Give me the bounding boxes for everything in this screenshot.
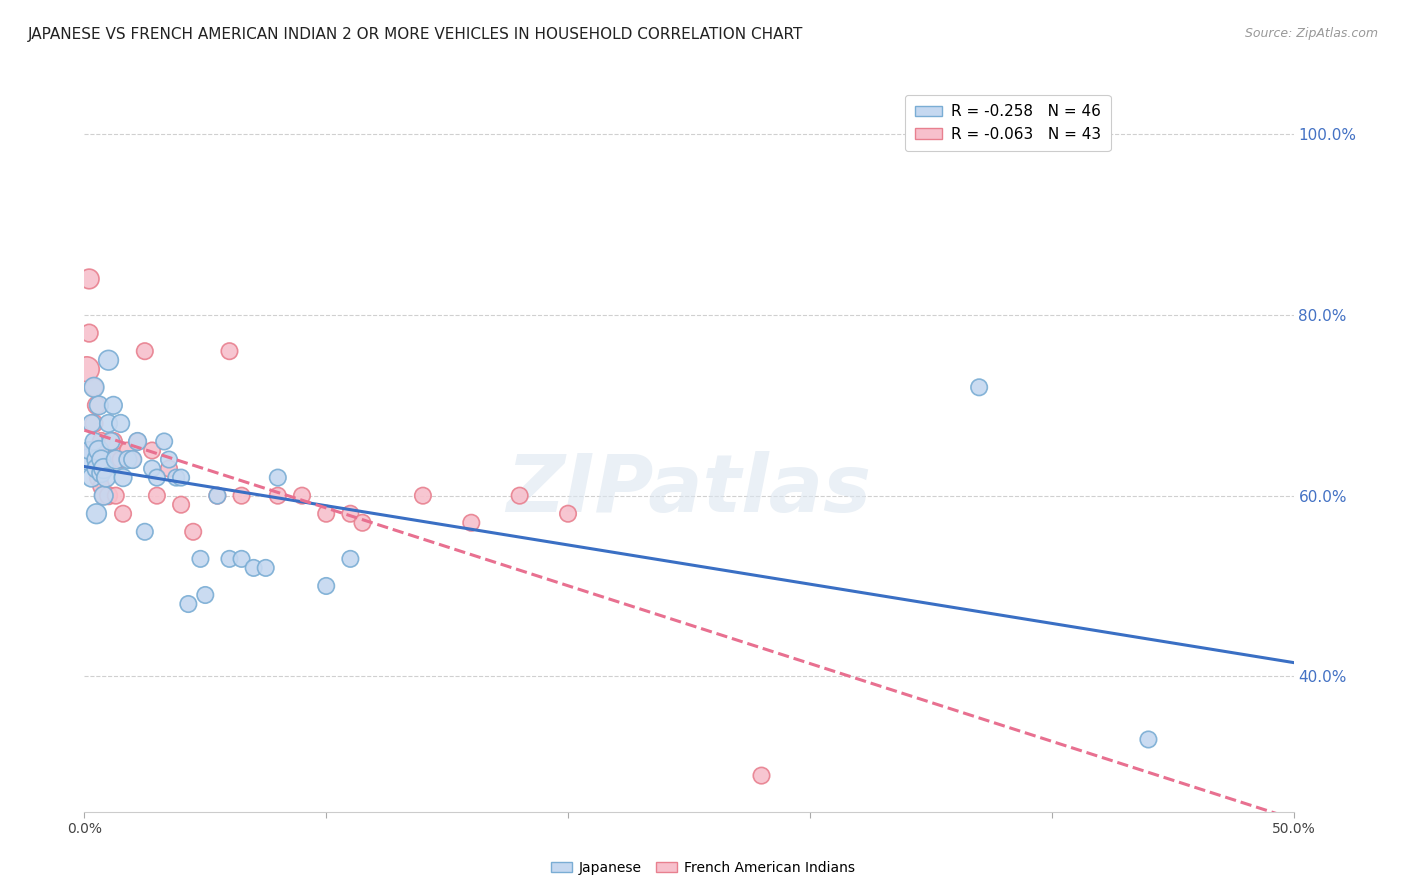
Point [146, 470, 169, 484]
Point [146, 489, 169, 503]
Point [181, 524, 204, 539]
Point [110, 417, 132, 431]
Point [557, 507, 579, 521]
Point [104, 489, 127, 503]
Point [90, 466, 112, 480]
Point [86, 398, 108, 412]
Point [86, 452, 108, 467]
Point [100, 434, 122, 449]
Point [194, 588, 217, 602]
Point [83, 380, 105, 394]
Text: JAPANESE VS FRENCH AMERICAN INDIAN 2 OR MORE VEHICLES IN HOUSEHOLD CORRELATION C: JAPANESE VS FRENCH AMERICAN INDIAN 2 OR … [28, 27, 803, 42]
Text: ZIPatlas: ZIPatlas [506, 450, 872, 529]
Point [157, 461, 180, 475]
Point [157, 452, 180, 467]
Point [112, 470, 135, 484]
Point [117, 452, 139, 467]
Point [90, 434, 112, 449]
Point [110, 452, 132, 467]
Point [1137, 732, 1160, 747]
Point [77, 443, 100, 458]
Point [751, 769, 773, 783]
Point [207, 489, 229, 503]
Point [94, 452, 117, 467]
Point [93, 452, 115, 467]
Point [218, 344, 240, 359]
Point [267, 489, 290, 503]
Point [121, 452, 143, 467]
Point [218, 552, 240, 566]
Point [141, 443, 163, 458]
Point [165, 470, 187, 484]
Point [170, 470, 193, 484]
Point [80, 417, 103, 431]
Point [76, 452, 98, 467]
Point [134, 524, 156, 539]
Point [83, 380, 105, 394]
Point [231, 489, 253, 503]
Point [87, 443, 110, 458]
Point [315, 579, 337, 593]
Point [153, 434, 176, 449]
Point [127, 434, 149, 449]
Point [315, 507, 337, 521]
Point [134, 344, 156, 359]
Point [207, 489, 229, 503]
Point [339, 552, 361, 566]
Point [103, 398, 125, 412]
Point [231, 552, 253, 566]
Point [80, 443, 103, 458]
Point [93, 461, 115, 475]
Legend: Japanese, French American Indians: Japanese, French American Indians [546, 855, 860, 880]
Legend: R = -0.258   N = 46, R = -0.063   N = 43: R = -0.258 N = 46, R = -0.063 N = 43 [905, 95, 1111, 152]
Point [83, 417, 105, 431]
Point [80, 470, 103, 484]
Point [112, 507, 135, 521]
Point [170, 498, 193, 512]
Point [339, 507, 361, 521]
Point [76, 362, 98, 376]
Point [90, 452, 112, 467]
Point [97, 489, 120, 503]
Point [509, 489, 531, 503]
Point [103, 434, 125, 449]
Point [90, 480, 112, 494]
Point [460, 516, 482, 530]
Point [127, 434, 149, 449]
Point [412, 489, 434, 503]
Point [177, 597, 200, 611]
Point [267, 470, 290, 484]
Point [94, 470, 117, 484]
Point [190, 552, 212, 566]
Point [291, 489, 314, 503]
Point [141, 461, 163, 475]
Point [93, 489, 115, 503]
Point [86, 507, 108, 521]
Point [87, 452, 110, 467]
Point [87, 398, 110, 412]
Point [121, 452, 143, 467]
Point [86, 461, 108, 475]
Point [254, 561, 277, 575]
Point [100, 452, 122, 467]
Point [97, 417, 120, 431]
Point [86, 452, 108, 467]
Point [967, 380, 990, 394]
Point [77, 272, 100, 286]
Point [93, 489, 115, 503]
Point [97, 353, 120, 368]
Text: Source: ZipAtlas.com: Source: ZipAtlas.com [1244, 27, 1378, 40]
Point [77, 326, 100, 340]
Point [242, 561, 264, 575]
Point [104, 452, 127, 467]
Point [87, 470, 110, 484]
Point [117, 443, 139, 458]
Point [83, 434, 105, 449]
Point [352, 516, 374, 530]
